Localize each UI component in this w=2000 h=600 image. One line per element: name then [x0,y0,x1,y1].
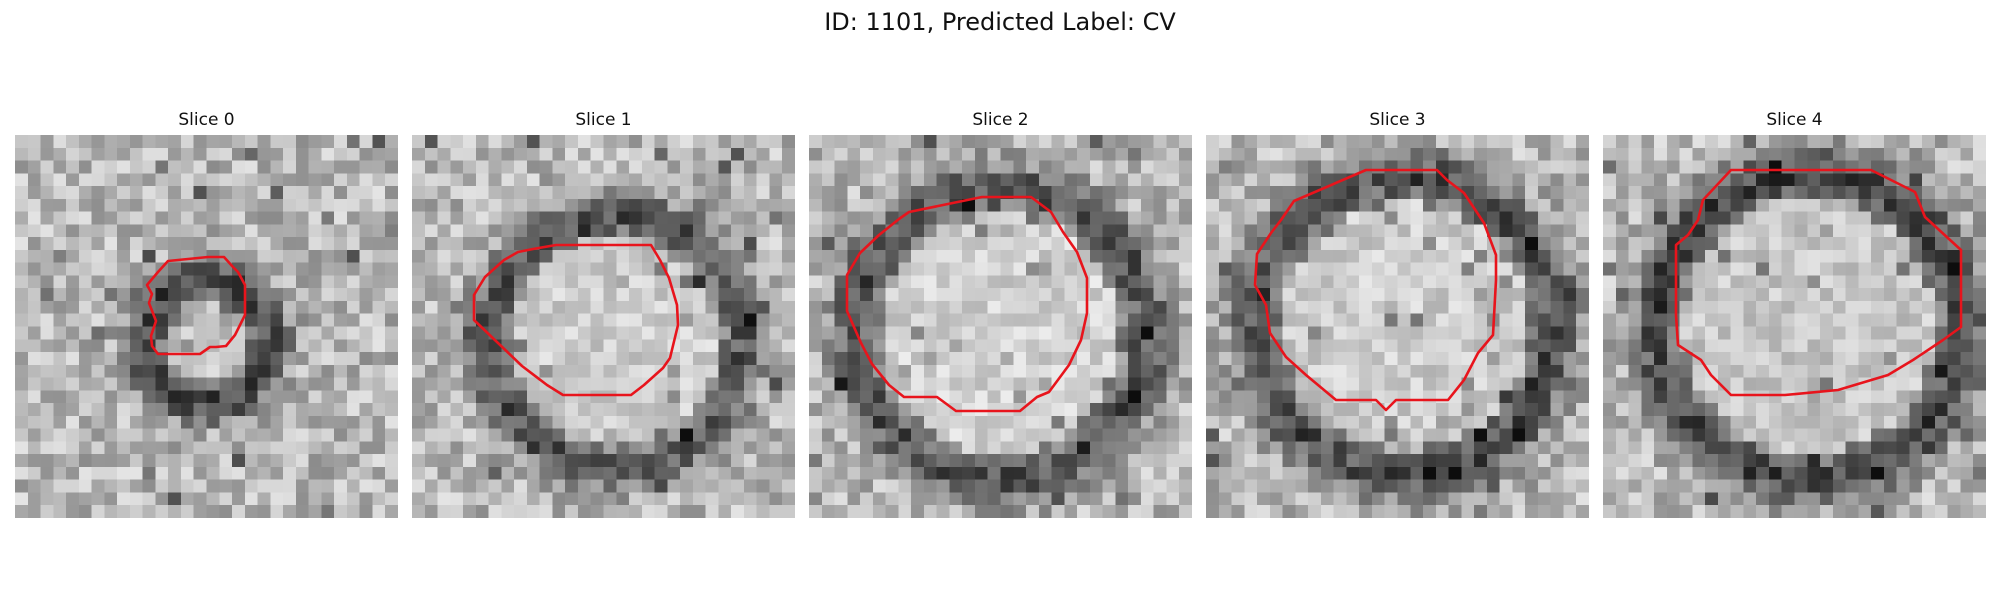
slice-title: Slice 1 [575,110,632,130]
slice-title: Slice 0 [178,110,235,130]
slice-title: Slice 3 [1369,110,1426,130]
slice-image [809,135,1192,518]
slice-panel-3: Slice 3 [1206,107,1589,518]
slice-panel-1: Slice 1 [412,107,795,518]
slice-image [1603,135,1986,518]
slice-image [1206,135,1589,518]
figure-title: ID: 1101, Predicted Label: CV [824,8,1176,36]
slice-panel-4: Slice 4 [1603,107,1986,518]
slice-panel-2: Slice 2 [809,107,1192,518]
slice-panel-0: Slice 0 [15,107,398,518]
slice-image [15,135,398,518]
slice-title: Slice 2 [972,110,1029,130]
slice-title: Slice 4 [1766,110,1823,130]
slice-image [412,135,795,518]
